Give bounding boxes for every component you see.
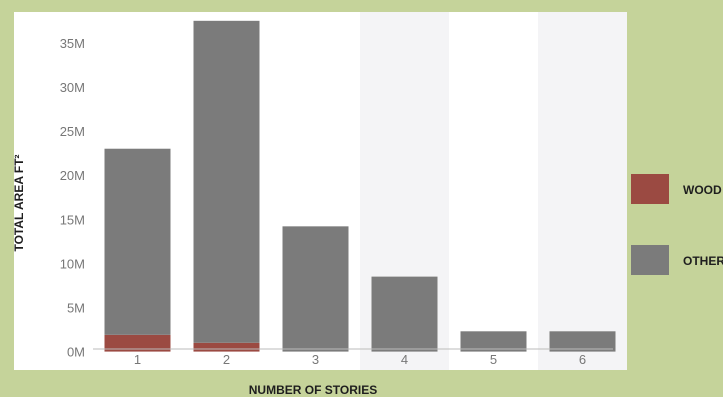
bar-other-1 [104,148,171,335]
x-tick-label: 1 [134,352,141,367]
x-tick-label: 4 [401,352,408,367]
bar-layer [104,20,616,352]
x-tick-labels: 1 2 3 4 5 6 [134,352,586,367]
bar-wood-1 [104,334,171,352]
legend: WOOD OTHER [631,174,723,275]
bar-other-6 [549,331,616,352]
legend-label-other: OTHER [683,254,723,268]
y-tick-label: 10M [60,256,85,271]
bar-wood-2 [193,342,260,352]
legend-label-wood: WOOD [683,183,722,197]
y-tick-label: 20M [60,168,85,183]
y-tick-label: 25M [60,124,85,139]
x-tick-label: 3 [312,352,319,367]
bar-other-5 [460,331,527,352]
column-shade-layer [360,12,627,370]
bar-other-3 [282,226,349,352]
y-tick-labels: 0M 5M 10M 15M 20M 25M 30M 35M [60,36,85,360]
column-shade-6 [538,12,627,370]
legend-swatch-wood [631,174,669,204]
y-tick-label: 15M [60,212,85,227]
legend-swatch-other [631,245,669,275]
y-tick-label: 30M [60,80,85,95]
bar-other-4 [371,276,438,352]
bar-other-2 [193,20,260,343]
x-tick-label: 6 [579,352,586,367]
x-tick-label: 2 [223,352,230,367]
x-tick-label: 5 [490,352,497,367]
y-tick-label: 35M [60,36,85,51]
y-tick-label: 0M [67,345,85,360]
x-axis-title: NUMBER OF STORIES [249,383,377,397]
y-tick-label: 5M [67,300,85,315]
y-axis-title: TOTAL AREA FT² [12,154,26,251]
